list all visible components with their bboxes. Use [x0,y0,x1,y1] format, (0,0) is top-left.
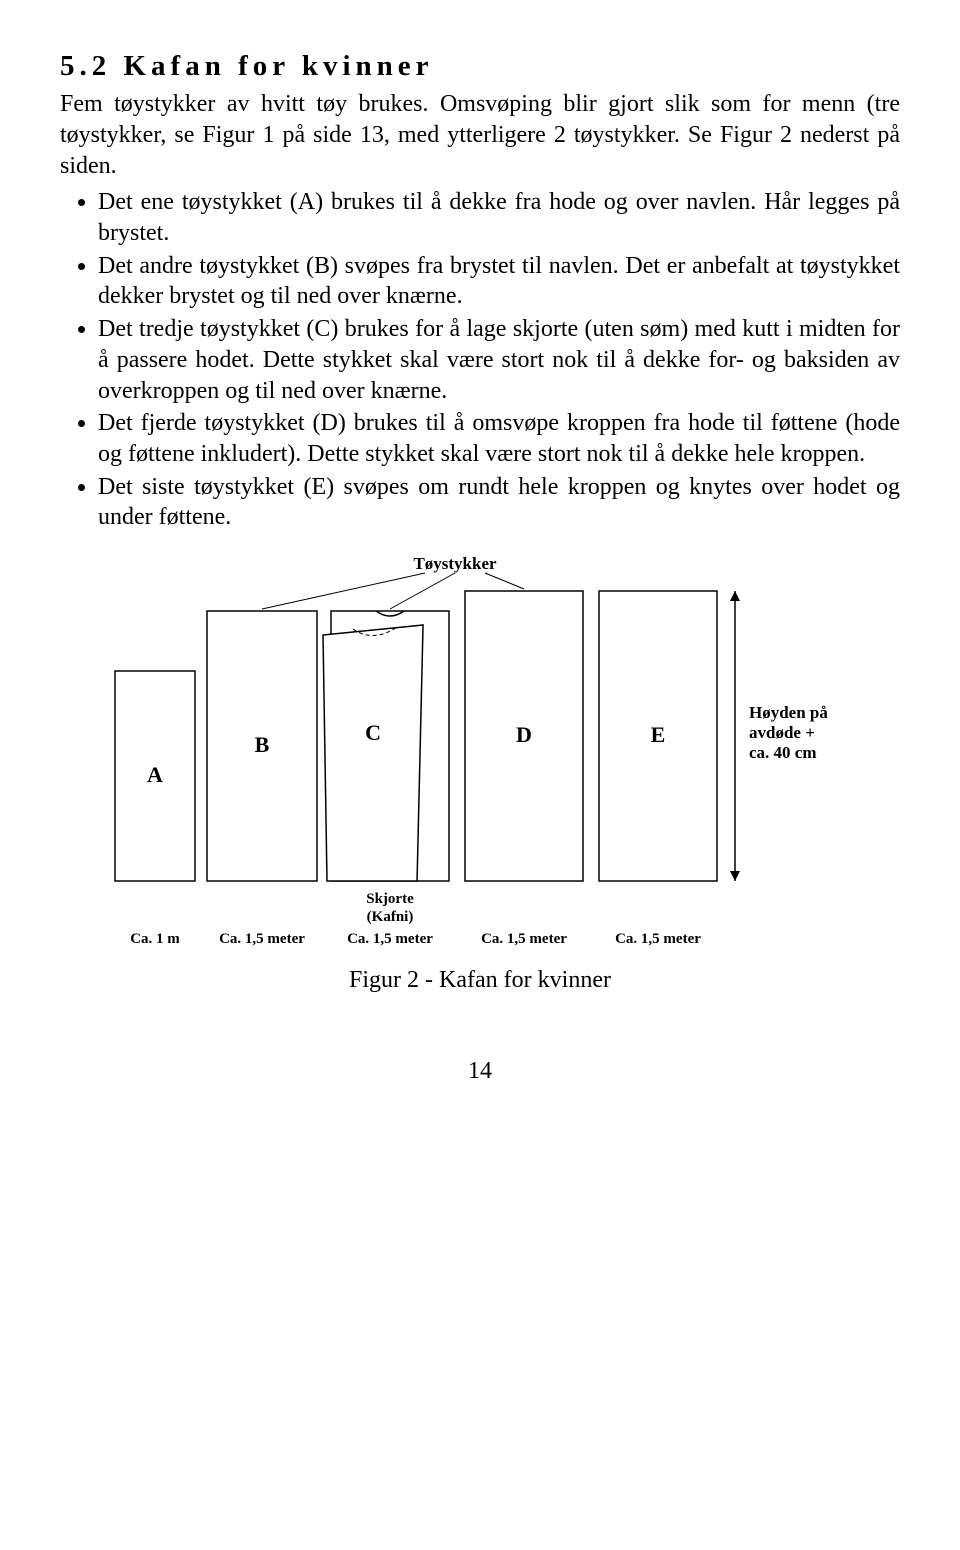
section-heading: 5.2 Kafan for kvinner [60,48,900,85]
figure-caption: Figur 2 - Kafan for kvinner [60,965,900,996]
bullet-item: Det siste tøystykket (E) svøpes om rundt… [98,472,900,533]
svg-text:Ca. 1,5 meter: Ca. 1,5 meter [481,931,567,947]
svg-text:Tøystykker: Tøystykker [413,554,497,573]
svg-text:Høyden på: Høyden på [749,703,828,722]
svg-text:B: B [255,732,270,757]
bullet-item: Det ene tøystykket (A) brukes til å dekk… [98,187,900,248]
kafan-diagram: Tøystykker A Ca. 1 m B Ca. 1,5 meter C Skjorte… [95,551,865,951]
figure-container: Tøystykker A Ca. 1 m B Ca. 1,5 meter C Skjorte… [60,551,900,996]
svg-text:A: A [147,762,163,787]
svg-text:E: E [651,722,666,747]
bullet-item: Det tredje tøystykket (C) brukes for å l… [98,314,900,406]
bullet-list: Det ene tøystykket (A) brukes til å dekk… [60,187,900,533]
svg-text:Ca. 1 m: Ca. 1 m [130,931,180,947]
svg-text:Ca. 1,5 meter: Ca. 1,5 meter [219,931,305,947]
svg-text:D: D [516,722,532,747]
bullet-item: Det andre tøystykket (B) svøpes fra brys… [98,251,900,312]
page-number: 14 [60,1056,900,1087]
svg-text:avdøde +: avdøde + [749,723,815,742]
bullet-item: Det fjerde tøystykket (D) brukes til å o… [98,408,900,469]
svg-text:ca. 40 cm: ca. 40 cm [749,743,817,762]
svg-text:Ca. 1,5 meter: Ca. 1,5 meter [347,931,433,947]
intro-paragraph: Fem tøystykker av hvitt tøy brukes. Omsv… [60,89,900,181]
svg-text:(Kafni): (Kafni) [367,909,414,925]
svg-text:Ca. 1,5 meter: Ca. 1,5 meter [615,931,701,947]
svg-text:C: C [365,720,381,745]
svg-text:Skjorte: Skjorte [366,891,414,907]
